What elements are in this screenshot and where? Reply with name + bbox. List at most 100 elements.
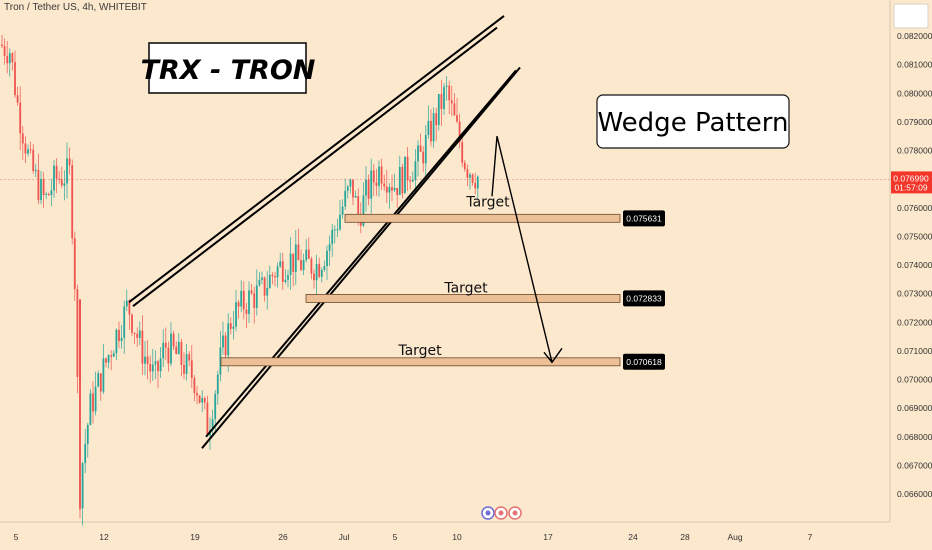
- candle-body: [276, 266, 279, 278]
- x-tick-label: 19: [190, 532, 200, 542]
- candle-body: [469, 174, 471, 178]
- candle-body: [6, 56, 9, 64]
- candle-body: [66, 158, 68, 184]
- candle-body: [157, 361, 159, 372]
- candle-body: [294, 244, 297, 272]
- candle-body: [63, 183, 66, 186]
- candle-body: [180, 341, 183, 365]
- target-zone: [220, 357, 621, 367]
- candle-body: [211, 419, 214, 430]
- pattern-box-label: Wedge Pattern: [598, 108, 789, 138]
- candle-body: [250, 290, 253, 294]
- candle-body: [450, 100, 453, 104]
- event-icon-dot: [485, 510, 491, 516]
- target-price-label: 0.075631: [626, 213, 662, 223]
- candle-body: [375, 182, 378, 186]
- y-tick-label: 0.078000: [897, 146, 932, 156]
- candle-body: [281, 261, 284, 282]
- candle-body: [331, 229, 334, 245]
- candle-body: [398, 166, 401, 196]
- candle-body: [336, 229, 339, 231]
- candle-body: [37, 169, 40, 201]
- candle-body: [372, 170, 375, 183]
- title-box: [148, 42, 307, 94]
- y-tick-label: 0.071000: [897, 346, 932, 356]
- candle-body: [245, 309, 248, 314]
- y-tick-label: 0.072000: [897, 317, 932, 327]
- candle-body: [164, 342, 167, 348]
- candle-body: [3, 46, 6, 57]
- candle-body: [310, 258, 313, 274]
- candle-body: [476, 176, 479, 189]
- candle-body: [388, 187, 391, 193]
- candle-body: [1, 44, 3, 47]
- candles-group: [1, 34, 479, 526]
- candle-body: [227, 323, 230, 356]
- candle-body: [380, 166, 383, 184]
- candle-body: [60, 179, 63, 186]
- candle-body: [409, 180, 412, 182]
- y-tick-label: 0.080000: [897, 88, 932, 98]
- candle-body: [253, 293, 256, 308]
- title-box-label: TRX - TRON: [141, 55, 316, 86]
- candle-body: [102, 358, 105, 392]
- candle-body: [456, 115, 458, 122]
- event-icon-dot: [512, 510, 518, 516]
- x-tick-label: 10: [452, 532, 462, 542]
- wedge-upper-line: [128, 15, 505, 304]
- target-label: Target: [443, 280, 488, 296]
- projection-path: [491, 136, 553, 363]
- candle-body: [318, 263, 321, 277]
- candle-body: [24, 143, 27, 154]
- candle-body: [346, 186, 349, 191]
- event-icon-dot: [498, 510, 504, 516]
- candle-body: [110, 355, 113, 357]
- target-label: Target: [397, 343, 442, 359]
- x-tick-label: 12: [99, 532, 109, 542]
- candle-body: [94, 386, 97, 412]
- candle-body: [354, 196, 357, 198]
- candle-body: [29, 149, 32, 151]
- candle-body: [107, 355, 110, 363]
- candle-body: [42, 178, 45, 196]
- x-tick-label: 28: [680, 532, 690, 542]
- y-tick-label: 0.068000: [897, 432, 932, 442]
- candle-body: [240, 290, 243, 307]
- candle-body: [404, 156, 406, 194]
- candle-body: [73, 238, 76, 290]
- candle-body: [432, 113, 435, 142]
- candle-body: [222, 335, 224, 348]
- candle-body: [463, 162, 466, 170]
- candle-body: [219, 347, 222, 375]
- candle-body: [307, 249, 310, 259]
- candle-body: [406, 156, 409, 181]
- candle-body: [315, 263, 318, 281]
- candle-body: [453, 103, 456, 116]
- candle-body: [14, 62, 16, 96]
- candle-body: [34, 169, 37, 172]
- candle-body: [196, 392, 198, 396]
- y-tick-label: 0.066000: [897, 489, 932, 499]
- target-zone: [344, 213, 621, 223]
- candle-body: [21, 133, 24, 144]
- candle-body: [71, 165, 74, 239]
- candle-body: [474, 182, 477, 189]
- x-tick-label: 7: [808, 532, 813, 542]
- candle-body: [466, 169, 469, 178]
- candle-body: [443, 86, 445, 109]
- candle-body: [341, 206, 344, 215]
- candle-body: [274, 276, 276, 278]
- wedge-lower-line-inner: [205, 69, 517, 438]
- candle-body: [193, 378, 196, 393]
- pattern-box: [596, 94, 790, 149]
- candle-body: [47, 194, 50, 196]
- candle-body: [323, 266, 326, 270]
- candle-body: [305, 249, 308, 260]
- candle-body: [99, 373, 102, 392]
- candle-body: [424, 134, 427, 164]
- candle-body: [175, 346, 178, 355]
- candle-body: [58, 178, 61, 180]
- candle-body: [141, 330, 144, 364]
- x-tick-label: 26: [278, 532, 288, 542]
